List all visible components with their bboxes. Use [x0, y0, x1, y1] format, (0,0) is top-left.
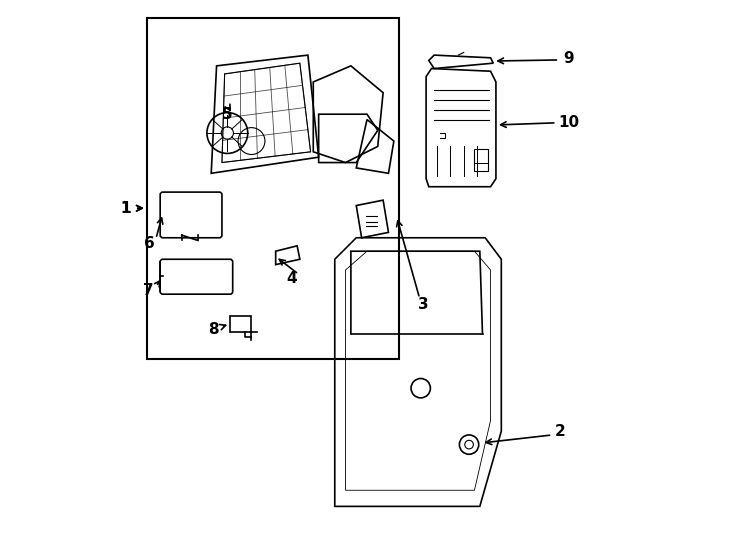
Text: 6: 6: [144, 235, 155, 251]
Bar: [474, 149, 488, 171]
Text: 7: 7: [143, 283, 153, 298]
Text: 10: 10: [558, 115, 579, 130]
Text: 9: 9: [563, 51, 574, 66]
Text: 4: 4: [286, 271, 297, 286]
Text: 1: 1: [120, 201, 131, 215]
Text: 1: 1: [120, 201, 131, 215]
Text: 8: 8: [208, 322, 219, 336]
Text: 3: 3: [418, 298, 429, 313]
Bar: [230, 316, 252, 332]
Text: 5: 5: [222, 107, 233, 122]
Text: 2: 2: [555, 424, 566, 438]
